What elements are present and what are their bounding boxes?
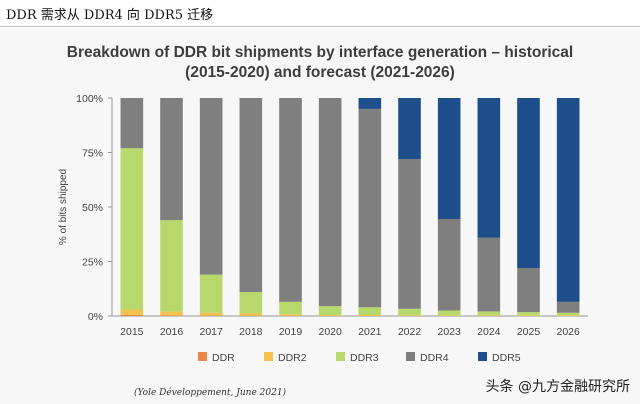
bar-segment-ddr2-2021	[358, 314, 382, 316]
bar-segment-ddr3-2021	[358, 307, 382, 315]
bar-segment-ddr2-2019	[279, 314, 302, 316]
bar-segment-ddr3-2019	[279, 301, 302, 315]
bar-segment-ddr5-2023	[437, 98, 461, 219]
watermark: 头条 @九方金融研究所	[485, 379, 630, 395]
chart-title-line1: Breakdown of DDR bit shipments by interf…	[66, 44, 574, 61]
heading-divider	[0, 26, 640, 27]
x-tick-label: 2018	[239, 326, 263, 338]
bar-segment-ddr3-2026	[556, 312, 580, 316]
bar-segment-ddr3-2015	[120, 148, 144, 310]
bar-segment-ddr-2015	[120, 314, 144, 316]
bar-segment-ddr2-2022	[398, 315, 421, 316]
bar-segment-ddr3-2018	[239, 292, 263, 314]
legend-swatch-ddr4	[406, 352, 415, 361]
bar-segment-ddr3-2025	[517, 312, 540, 316]
legend-label-ddr2: DDR2	[278, 352, 307, 364]
y-tick-label: 100%	[76, 93, 103, 105]
bar-segment-ddr2-2026	[556, 315, 580, 316]
bar-segment-ddr5-2021	[358, 98, 382, 109]
bar-segment-ddr2-2016	[160, 311, 183, 316]
y-tick-label: 75%	[82, 148, 103, 160]
bar-segment-ddr3-2016	[160, 220, 183, 312]
x-tick-label: 2024	[477, 326, 501, 338]
bar-segment-ddr4-2025	[517, 268, 540, 313]
bar-segment-ddr3-2022	[398, 308, 421, 316]
bar-segment-ddr2-2020	[318, 314, 342, 316]
legend-swatch-ddr	[198, 352, 207, 361]
bar-segment-ddr3-2023	[437, 310, 461, 316]
x-tick-label: 2016	[160, 326, 184, 338]
x-tick-label: 2020	[318, 326, 342, 338]
y-tick-label: 0%	[88, 311, 103, 323]
x-tick-label: 2017	[199, 326, 223, 338]
chart-title-line2: (2015-2020) and forecast (2021-2026)	[185, 64, 455, 81]
bar-segment-ddr3-2017	[199, 274, 223, 313]
x-tick-label: 2021	[358, 326, 382, 338]
y-tick-label: 25%	[82, 257, 103, 269]
legend-swatch-ddr2	[264, 352, 273, 361]
bar-segment-ddr5-2022	[398, 98, 421, 160]
bar-segment-ddr4-2022	[398, 159, 421, 309]
bar-segment-ddr2-2023	[437, 315, 461, 316]
legend-swatch-ddr3	[336, 352, 345, 361]
page-heading: DDR 需求从 DDR4 向 DDR5 迁移	[6, 8, 214, 23]
bar-segment-ddr2-2018	[239, 313, 263, 316]
bar-segment-ddr5-2024	[477, 98, 501, 238]
bar-segment-ddr4-2024	[477, 237, 501, 312]
bar-segment-ddr4-2017	[199, 98, 223, 275]
bar-segment-ddr2-2015	[120, 309, 144, 315]
legend-label-ddr4: DDR4	[420, 352, 449, 364]
y-tick-label: 50%	[82, 202, 103, 214]
legend-label-ddr5: DDR5	[492, 352, 521, 364]
bar-segment-ddr5-2026	[556, 98, 580, 302]
x-tick-label: 2019	[279, 326, 303, 338]
bar-segment-ddr4-2026	[556, 301, 580, 313]
legend-swatch-ddr5	[478, 352, 487, 361]
x-tick-label: 2022	[398, 326, 422, 338]
bar-segment-ddr3-2020	[318, 306, 342, 315]
legend-label-ddr3: DDR3	[350, 352, 379, 364]
bar-segment-ddr2-2017	[199, 312, 223, 316]
legend-label-ddr: DDR	[212, 352, 235, 364]
bar-segment-ddr4-2016	[160, 98, 183, 221]
x-tick-label: 2023	[437, 326, 461, 338]
x-tick-label: 2025	[517, 326, 541, 338]
bar-segment-ddr-2016	[160, 315, 183, 316]
bar-segment-ddr3-2024	[477, 311, 501, 316]
bar-segment-ddr4-2019	[279, 98, 302, 302]
bar-segment-ddr4-2021	[358, 108, 382, 308]
bar-segment-ddr5-2025	[517, 98, 540, 269]
y-axis-label: % of bits shipped	[58, 169, 69, 245]
bar-segment-ddr2-2025	[517, 315, 540, 316]
x-tick-label: 2015	[120, 326, 144, 338]
bar-segment-ddr4-2018	[239, 98, 263, 293]
bar-segment-ddr4-2023	[437, 218, 461, 311]
x-tick-label: 2026	[556, 326, 580, 338]
bar-segment-ddr4-2015	[120, 98, 144, 149]
source-note: (Yole Développement, June 2021)	[134, 388, 287, 398]
bar-segment-ddr2-2024	[477, 315, 501, 316]
bar-segment-ddr4-2020	[318, 98, 342, 307]
